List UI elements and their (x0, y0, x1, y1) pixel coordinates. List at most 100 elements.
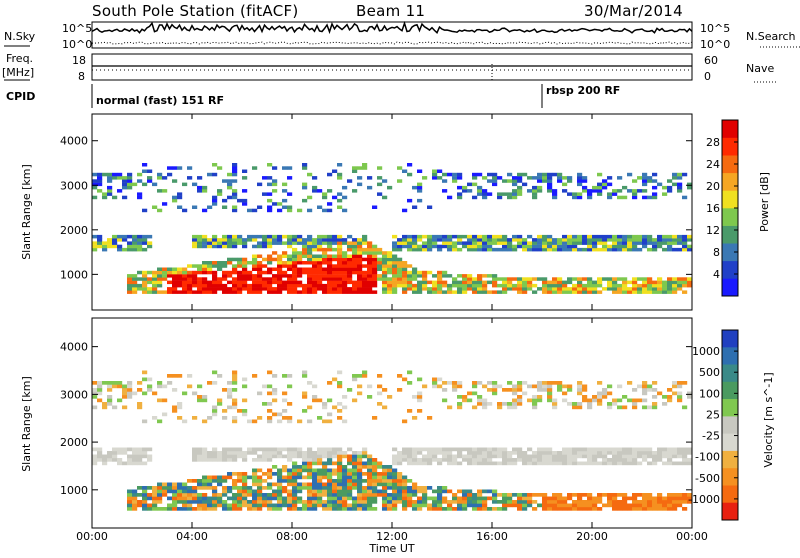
power-cell (357, 241, 363, 245)
velocity-cell (252, 507, 258, 511)
velocity-cell (357, 458, 363, 462)
power-cell (517, 238, 523, 242)
power-cell (372, 267, 378, 271)
power-cell (477, 280, 483, 285)
velocity-cell (232, 377, 238, 382)
power-cell (637, 238, 643, 242)
power-cell (222, 287, 228, 291)
power-cell (242, 176, 248, 180)
power-colorbar-tick-label: 24 (706, 158, 720, 171)
power-cell (497, 290, 503, 294)
velocity-cell (377, 493, 383, 497)
power-cell (492, 176, 498, 180)
power-cell (627, 247, 633, 252)
velocity-cell (527, 493, 533, 497)
power-cell (227, 241, 233, 245)
velocity-cell (582, 384, 588, 389)
power-cell (217, 261, 223, 265)
power-cell (367, 283, 373, 288)
velocity-cell (307, 458, 313, 462)
power-cell (177, 283, 183, 288)
velocity-cell (192, 493, 198, 497)
power-cell (202, 185, 208, 190)
power-cell (442, 283, 448, 288)
power-cell (377, 264, 383, 268)
power-cell (422, 244, 428, 249)
velocity-cell (152, 503, 158, 508)
velocity-cell (142, 503, 148, 508)
power-cell (272, 267, 278, 271)
power-cell (252, 254, 258, 258)
power-cell (392, 244, 398, 249)
velocity-cell (382, 468, 388, 473)
power-cell (317, 287, 323, 291)
power-cell (387, 280, 393, 285)
power-cell (222, 264, 228, 268)
power-cell (262, 277, 268, 281)
power-cell (482, 283, 488, 288)
power-cell (662, 290, 668, 294)
power-cell (367, 290, 373, 294)
velocity-cell (342, 451, 348, 455)
power-cell (252, 287, 258, 291)
velocity-cell (217, 398, 223, 403)
velocity-cell (597, 402, 603, 406)
power-cell (577, 290, 583, 294)
velocity-cell (232, 482, 238, 487)
power-cell (432, 241, 438, 245)
power-cell (212, 283, 218, 288)
power-cell (452, 179, 458, 183)
velocity-cell (662, 461, 668, 466)
power-cell (307, 254, 313, 258)
velocity-cell (342, 507, 348, 511)
velocity-cell (152, 489, 158, 494)
velocity-cell (652, 405, 658, 410)
velocity-cell (327, 496, 333, 501)
velocity-cell (452, 493, 458, 497)
power-cell (377, 257, 383, 262)
velocity-cell (642, 391, 648, 396)
velocity-cell (442, 454, 448, 459)
power-cell (377, 251, 383, 255)
velocity-cell (457, 496, 463, 501)
power-cell (487, 274, 493, 278)
power-cell (382, 254, 388, 258)
velocity-cell (142, 451, 148, 455)
velocity-cell (227, 388, 233, 392)
power-cell (257, 267, 263, 271)
velocity-cell (337, 451, 343, 455)
power-cell (557, 290, 563, 294)
power-cell (682, 195, 688, 200)
velocity-cell (187, 374, 193, 378)
velocity-cell (257, 486, 263, 490)
power-cell (127, 280, 133, 285)
power-cell (267, 267, 273, 271)
velocity-cell (647, 451, 653, 455)
power-cell (652, 179, 658, 183)
power-cell (202, 270, 208, 275)
power-cell (437, 247, 443, 252)
power-cell (267, 241, 273, 245)
velocity-cell (607, 496, 613, 501)
power-cell (337, 264, 343, 268)
power-cell (477, 185, 483, 190)
power-cell (187, 270, 193, 275)
power-cell (497, 195, 503, 200)
power-cell (227, 172, 233, 177)
power-cell (527, 247, 533, 252)
power-cell (607, 182, 613, 187)
velocity-cell (287, 472, 293, 476)
velocity-cell (642, 458, 648, 462)
velocity-cell (632, 405, 638, 410)
power-cell (142, 238, 148, 242)
velocity-cell (417, 391, 423, 396)
velocity-cell (607, 391, 613, 396)
x-tick-label: 20:00 (576, 530, 608, 543)
power-cell (302, 241, 308, 245)
velocity-cell (152, 500, 158, 504)
power-cell (332, 270, 338, 275)
velocity-cell (267, 454, 273, 459)
velocity-cell (517, 454, 523, 459)
power-cell (257, 254, 263, 258)
noise-series (91, 20, 693, 45)
